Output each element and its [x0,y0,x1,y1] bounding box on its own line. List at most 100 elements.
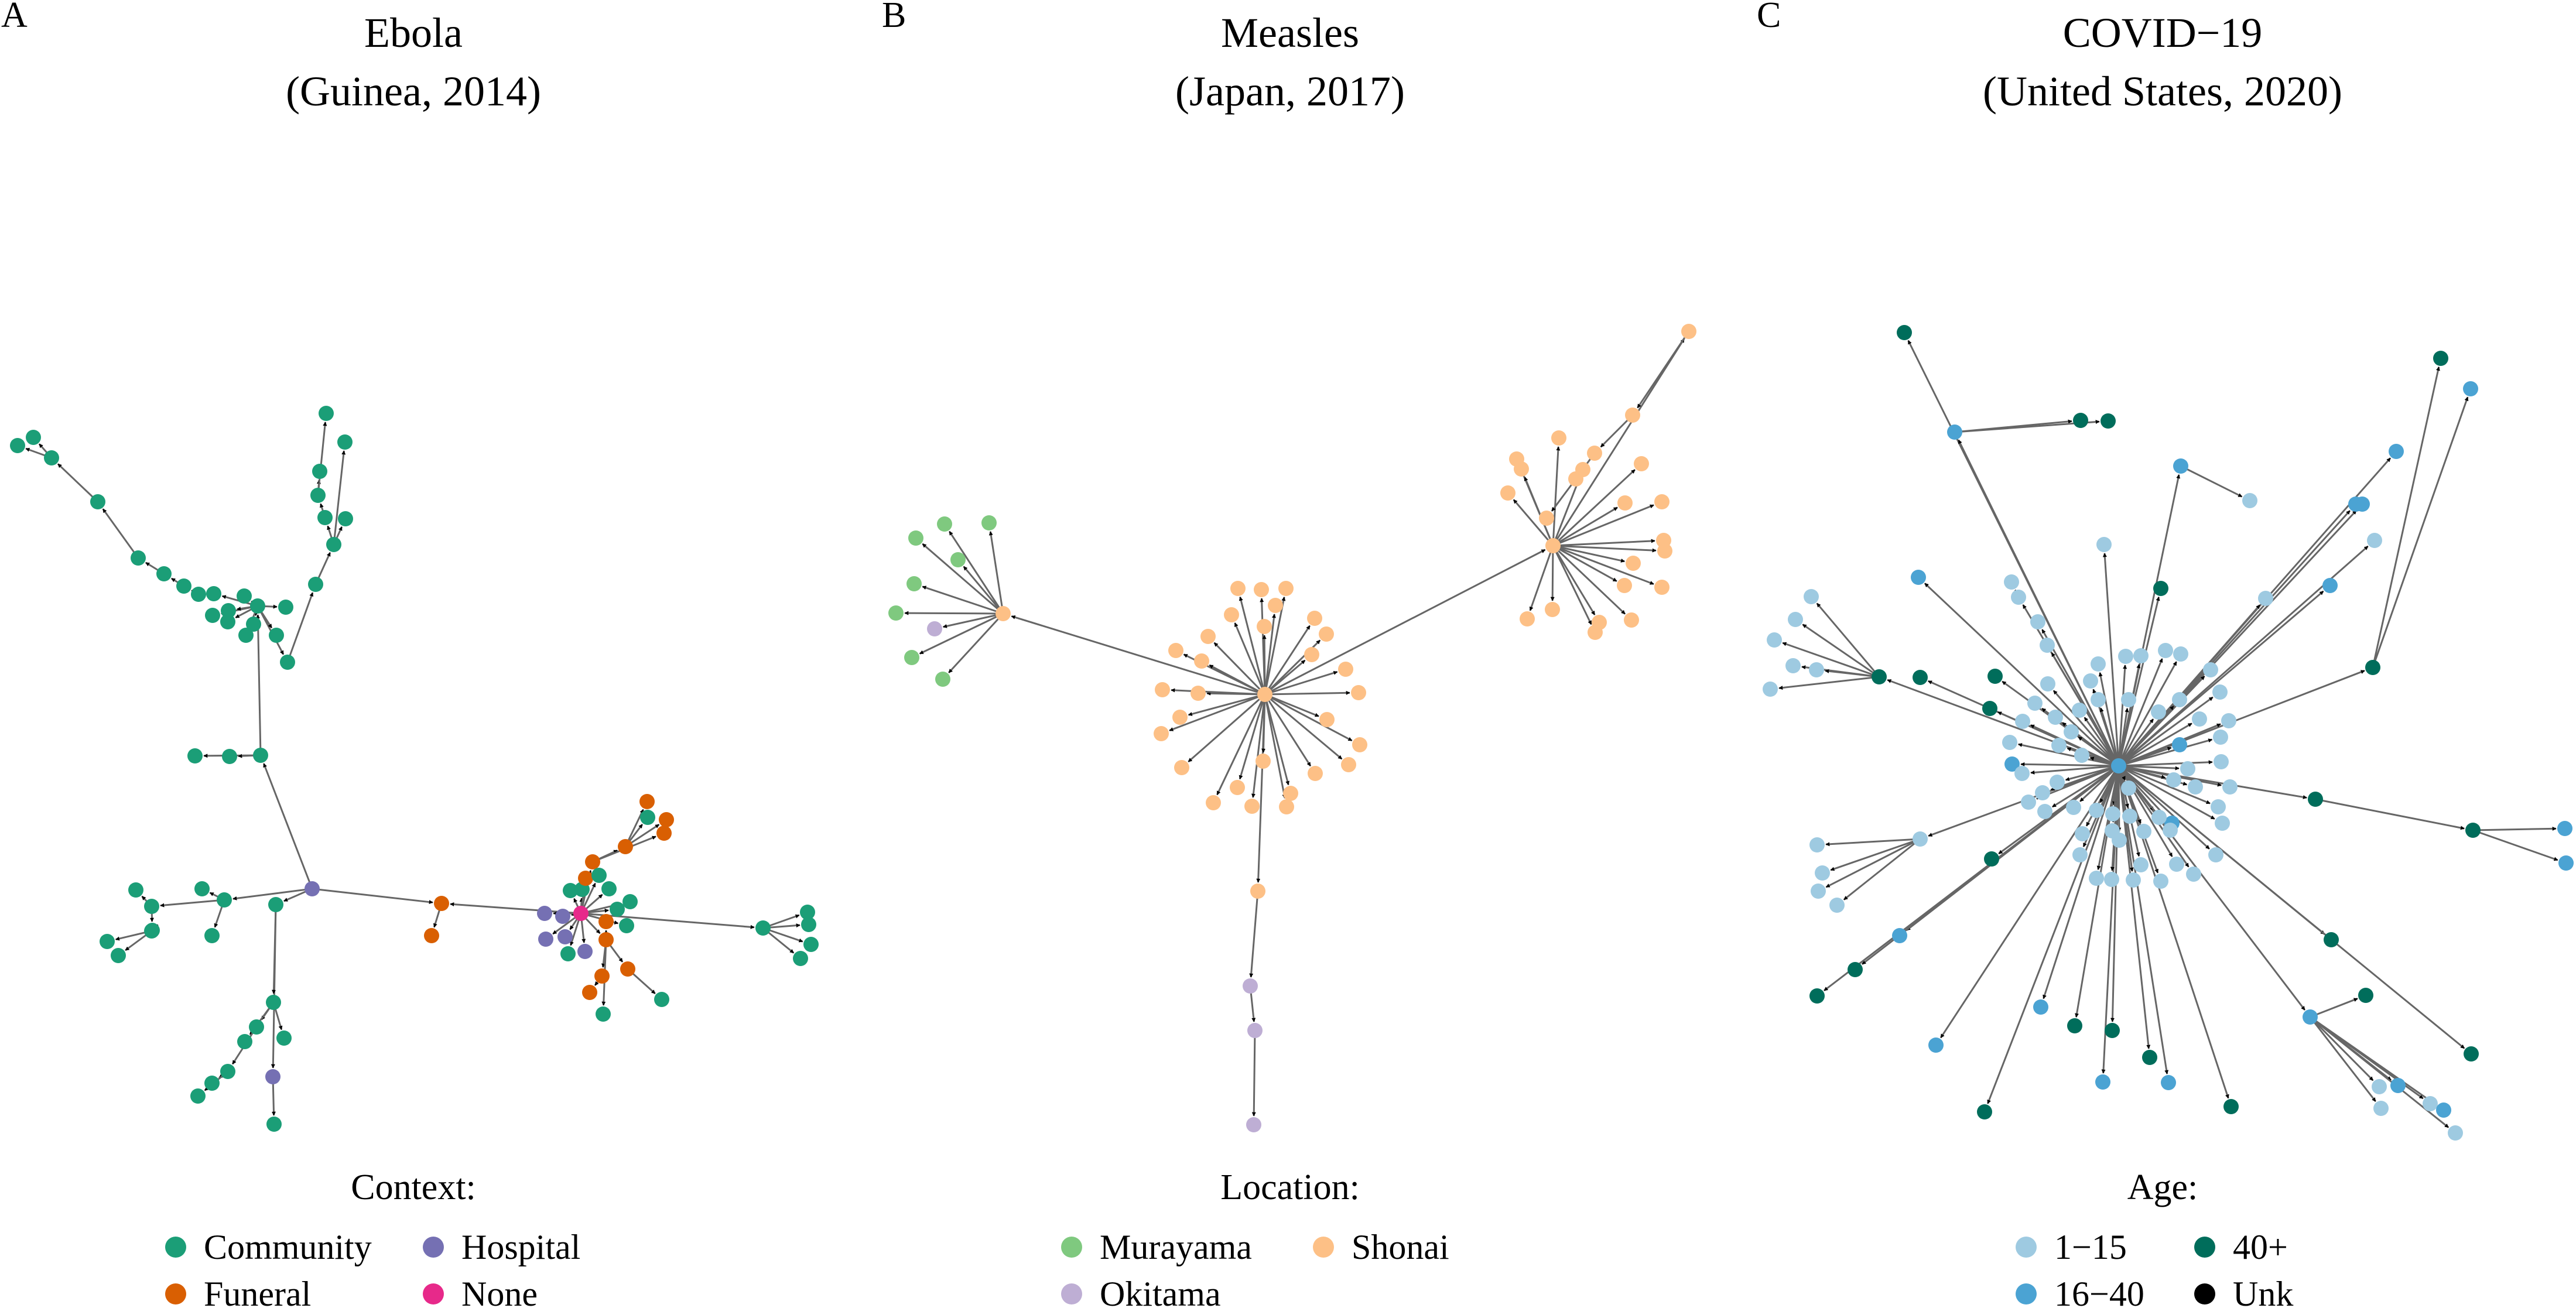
case-node [927,621,942,636]
case-node [2083,673,2098,689]
case-node [1809,662,1824,677]
case-node [904,650,919,665]
case-node [1767,632,1782,648]
legend: Age:1−15 40+ 16−40 Unk [2016,1167,2293,1308]
case-node [266,1117,282,1132]
transmission-edge [1264,549,1546,696]
legend: Context: Community Hospital Funeral None [165,1167,580,1308]
legend-title: Context: [351,1167,476,1207]
case-node [2151,704,2166,720]
case-node [10,438,25,453]
case-node [312,464,327,479]
case-node [2557,821,2572,836]
case-node [2066,800,2081,815]
transmission-edge [2043,765,2120,999]
case-node [2122,809,2137,824]
case-node [144,899,159,914]
case-node [2166,772,2181,787]
transmission-edge [1552,545,1617,583]
case-node [1168,643,1183,658]
case-node [266,995,281,1010]
panel-subtitle: (United States, 2020) [1983,68,2342,115]
panel-letter: C [1757,0,1781,35]
transmission-edge [1216,694,1266,796]
transmission-edge [1264,690,1350,696]
case-node [1514,461,1529,477]
transmission-edge [1825,838,1921,888]
case-node [1872,669,1887,684]
case-node [2433,351,2448,366]
transmission-edge [2036,765,2119,800]
case-node [2073,413,2088,428]
case-node [2242,493,2257,508]
case-node [1984,851,1999,867]
transmission-edge [1987,765,2120,1104]
case-node [204,928,220,943]
case-node [1809,988,1825,1004]
transmission-edge [2102,553,2120,766]
case-node [246,617,261,632]
case-node [801,917,816,932]
case-node [253,748,268,763]
case-node [557,929,573,944]
case-node [1588,625,1603,640]
case-node [577,944,593,959]
case-node [2222,779,2238,795]
case-node [2101,413,2116,429]
case-node [2172,737,2187,752]
case-node [1654,580,1670,595]
case-node [1257,687,1272,702]
panel-title: Measles [1221,9,1359,56]
case-node [2322,578,2338,593]
case-node [2258,591,2273,606]
transmission-edge [2118,590,2324,767]
legend-key [1313,1237,1334,1258]
transmission-edge [1264,659,1306,696]
transmission-edge [1262,635,1267,695]
case-node [755,920,771,936]
transmission-edge [1209,664,1265,696]
legend-label: 1−15 [2054,1228,2127,1266]
transmission-edge [1830,838,1921,871]
case-node [1351,685,1366,700]
case-node [2096,537,2112,552]
transmission-edge [1239,694,1266,780]
legend-key [1061,1237,1082,1258]
case-node [793,951,808,966]
transmission-edge [1825,669,1880,678]
case-node [619,918,634,933]
transmission-edge [1264,693,1353,742]
case-node [221,603,236,618]
case-node [1154,726,1169,741]
transmission-edge [2017,743,2119,767]
transmission-edge [1264,670,1338,696]
case-node [308,577,323,592]
case-node [2004,574,2019,590]
case-node [2104,872,2119,887]
case-node [2223,1099,2239,1114]
case-node [1892,928,1907,943]
transmission-edge [922,543,1004,615]
case-node [1763,682,1778,697]
case-node [26,430,41,445]
transmission-edge [263,763,313,889]
case-node [601,881,617,896]
legend-title: Age: [2127,1167,2198,1207]
case-node [1174,760,1189,775]
case-node [1247,1023,1263,1038]
transmission-edge [2118,738,2213,767]
case-node [44,450,59,465]
transmission-edge [312,888,433,905]
case-node [2355,497,2370,512]
transmission-edge [1552,446,1561,546]
transmission-edge [1802,624,1880,678]
transmission-edge [2472,826,2557,831]
case-node [2089,871,2104,886]
transmission-edge [2117,658,2163,766]
legend-key [2016,1237,2037,1258]
case-node [1338,662,1353,677]
transmission-edge [272,904,277,994]
case-node [2153,581,2168,596]
case-node [265,1069,280,1084]
case-node [204,1076,220,1091]
